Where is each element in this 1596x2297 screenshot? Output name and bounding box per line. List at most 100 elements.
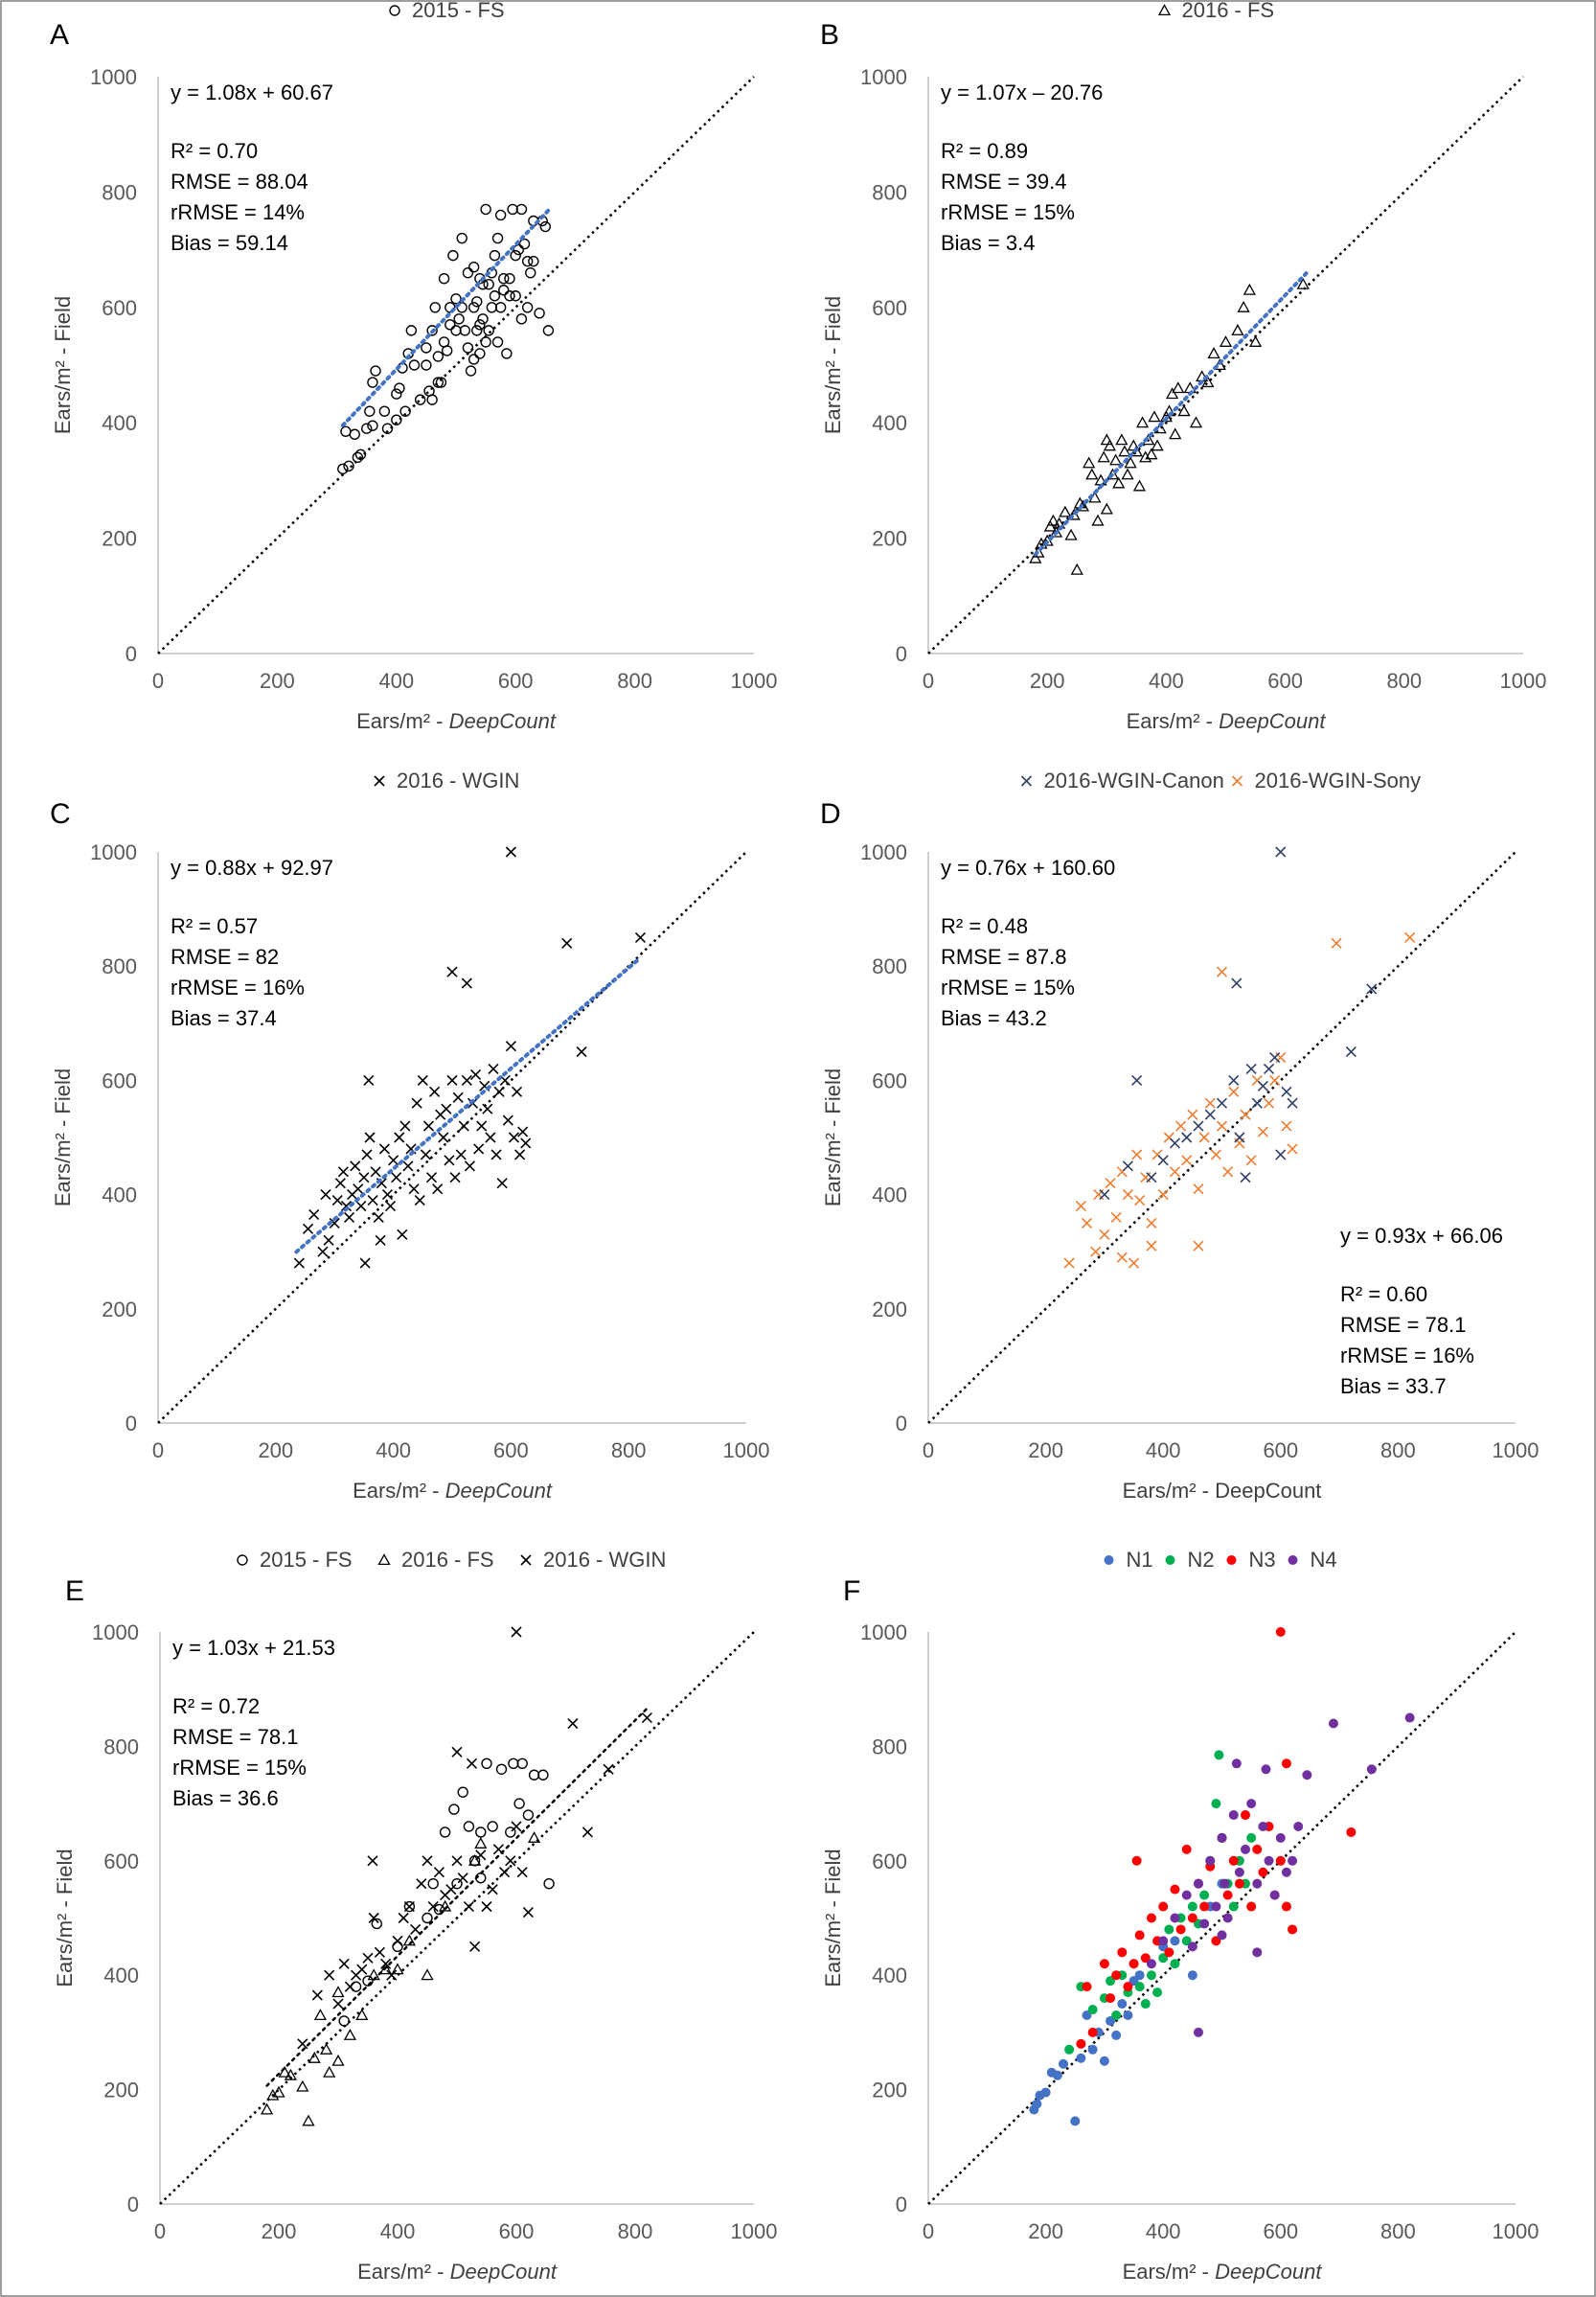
- stat-text: y = 1.07x – 20.76: [941, 80, 1103, 104]
- legend-marker: [1288, 1555, 1298, 1565]
- data-point: [1152, 1987, 1163, 1998]
- x-tick-label: 1000: [1500, 669, 1547, 693]
- y-tick-label: 600: [102, 1068, 137, 1092]
- data-point: [1240, 1172, 1251, 1183]
- data-point: [1170, 1959, 1180, 1969]
- data-point: [451, 1877, 463, 1890]
- data-point: [1100, 433, 1113, 446]
- series-2015-fs: [337, 203, 555, 475]
- data-point: [474, 319, 486, 331]
- data-point: [446, 1074, 458, 1086]
- data-point: [1032, 2099, 1042, 2109]
- x-axis-label: Ears/m² - DeepCount: [1127, 709, 1327, 733]
- data-point: [459, 325, 471, 336]
- data-point: [450, 293, 462, 305]
- legend-label: 2016 - FS: [1182, 0, 1275, 22]
- data-point: [1220, 1878, 1230, 1889]
- data-point: [362, 1975, 374, 1987]
- data-point: [1204, 1097, 1216, 1109]
- data-point: [1140, 1999, 1151, 2010]
- y-axis-label: Ears/m² - Field: [821, 1068, 845, 1206]
- data-point: [403, 1900, 416, 1913]
- data-point: [331, 1986, 345, 1998]
- data-point: [1222, 1913, 1233, 1923]
- y-tick-label: 400: [103, 1964, 139, 1987]
- legend-marker: [389, 5, 400, 16]
- x-axis-label-emphasis: DeepCount: [449, 709, 557, 733]
- data-point: [522, 1906, 534, 1918]
- data-point: [1199, 1918, 1210, 1929]
- x-axis-label-text: Ears/m² -: [1123, 2260, 1216, 2284]
- data-point: [343, 1211, 355, 1224]
- data-point: [1288, 1855, 1298, 1866]
- data-point: [411, 1097, 422, 1109]
- x-axis-label-emphasis: DeepCount: [1215, 2260, 1322, 2284]
- data-point: [426, 325, 438, 336]
- data-point: [465, 365, 477, 377]
- data-point: [1109, 453, 1123, 466]
- data-point: [474, 348, 486, 359]
- y-tick-label: 800: [102, 180, 137, 204]
- x-tick-label: 1000: [1493, 1438, 1539, 1462]
- data-point: [337, 1166, 349, 1178]
- data-point: [278, 2065, 291, 2078]
- data-point: [1117, 1999, 1128, 2010]
- data-point: [1281, 1758, 1291, 1769]
- data-point: [425, 1172, 438, 1183]
- data-point: [1177, 404, 1191, 417]
- data-point: [441, 345, 453, 356]
- data-point: [1228, 1901, 1239, 1912]
- legend-marker: [1231, 775, 1243, 787]
- data-point: [516, 1867, 528, 1878]
- data-point: [494, 302, 507, 313]
- series-n3: [1076, 1627, 1357, 2049]
- data-point: [1029, 551, 1042, 563]
- data-point: [1281, 1086, 1292, 1097]
- data-point: [1083, 456, 1096, 469]
- x-tick-label: 200: [1030, 669, 1065, 693]
- data-point: [1189, 416, 1203, 428]
- legend-label: 2016-WGIN-Sony: [1255, 769, 1422, 792]
- data-point: [1087, 2027, 1098, 2037]
- data-point: [507, 203, 518, 216]
- data-point: [1099, 1189, 1110, 1201]
- data-point: [338, 2015, 350, 2027]
- data-point: [1281, 1901, 1291, 1912]
- legend-label: N3: [1249, 1548, 1276, 1572]
- x-tick-label: 800: [1380, 2219, 1416, 2243]
- data-point: [474, 1837, 488, 1849]
- data-point: [319, 2042, 333, 2055]
- legend-marker: [1226, 1555, 1237, 1565]
- data-point: [1252, 1947, 1263, 1958]
- stat-text: rRMSE = 14%: [171, 200, 305, 224]
- stat-text: y = 1.03x + 21.53: [172, 1636, 335, 1660]
- data-point: [1211, 1799, 1221, 1809]
- y-tick-label: 1000: [90, 840, 137, 864]
- data-point: [516, 1757, 528, 1770]
- y-tick-label: 800: [103, 1734, 139, 1758]
- data-point: [1164, 1947, 1174, 1958]
- data-point: [449, 1172, 461, 1183]
- data-point: [1164, 1924, 1174, 1935]
- data-point: [1106, 2015, 1116, 2026]
- data-point: [394, 382, 405, 394]
- data-point: [483, 279, 494, 290]
- data-point: [528, 1769, 540, 1780]
- data-point: [1134, 1982, 1145, 1992]
- data-point: [358, 1172, 370, 1183]
- data-point: [1103, 439, 1117, 451]
- y-tick-label: 1000: [860, 1620, 907, 1644]
- data-point: [1170, 1913, 1180, 1923]
- data-point: [1146, 1913, 1156, 1923]
- y-tick-label: 800: [102, 954, 137, 978]
- data-point: [480, 203, 491, 216]
- legend-marker: [374, 775, 385, 787]
- data-point: [1275, 1832, 1286, 1843]
- data-point: [1106, 1976, 1116, 1987]
- legend-label: N1: [1127, 1548, 1153, 1572]
- series-n2: [1064, 1750, 1257, 2055]
- data-point: [293, 1257, 305, 1269]
- stat-text: RMSE = 78.1: [172, 1725, 298, 1749]
- data-point: [1234, 1867, 1244, 1877]
- data-point: [1158, 1953, 1169, 1964]
